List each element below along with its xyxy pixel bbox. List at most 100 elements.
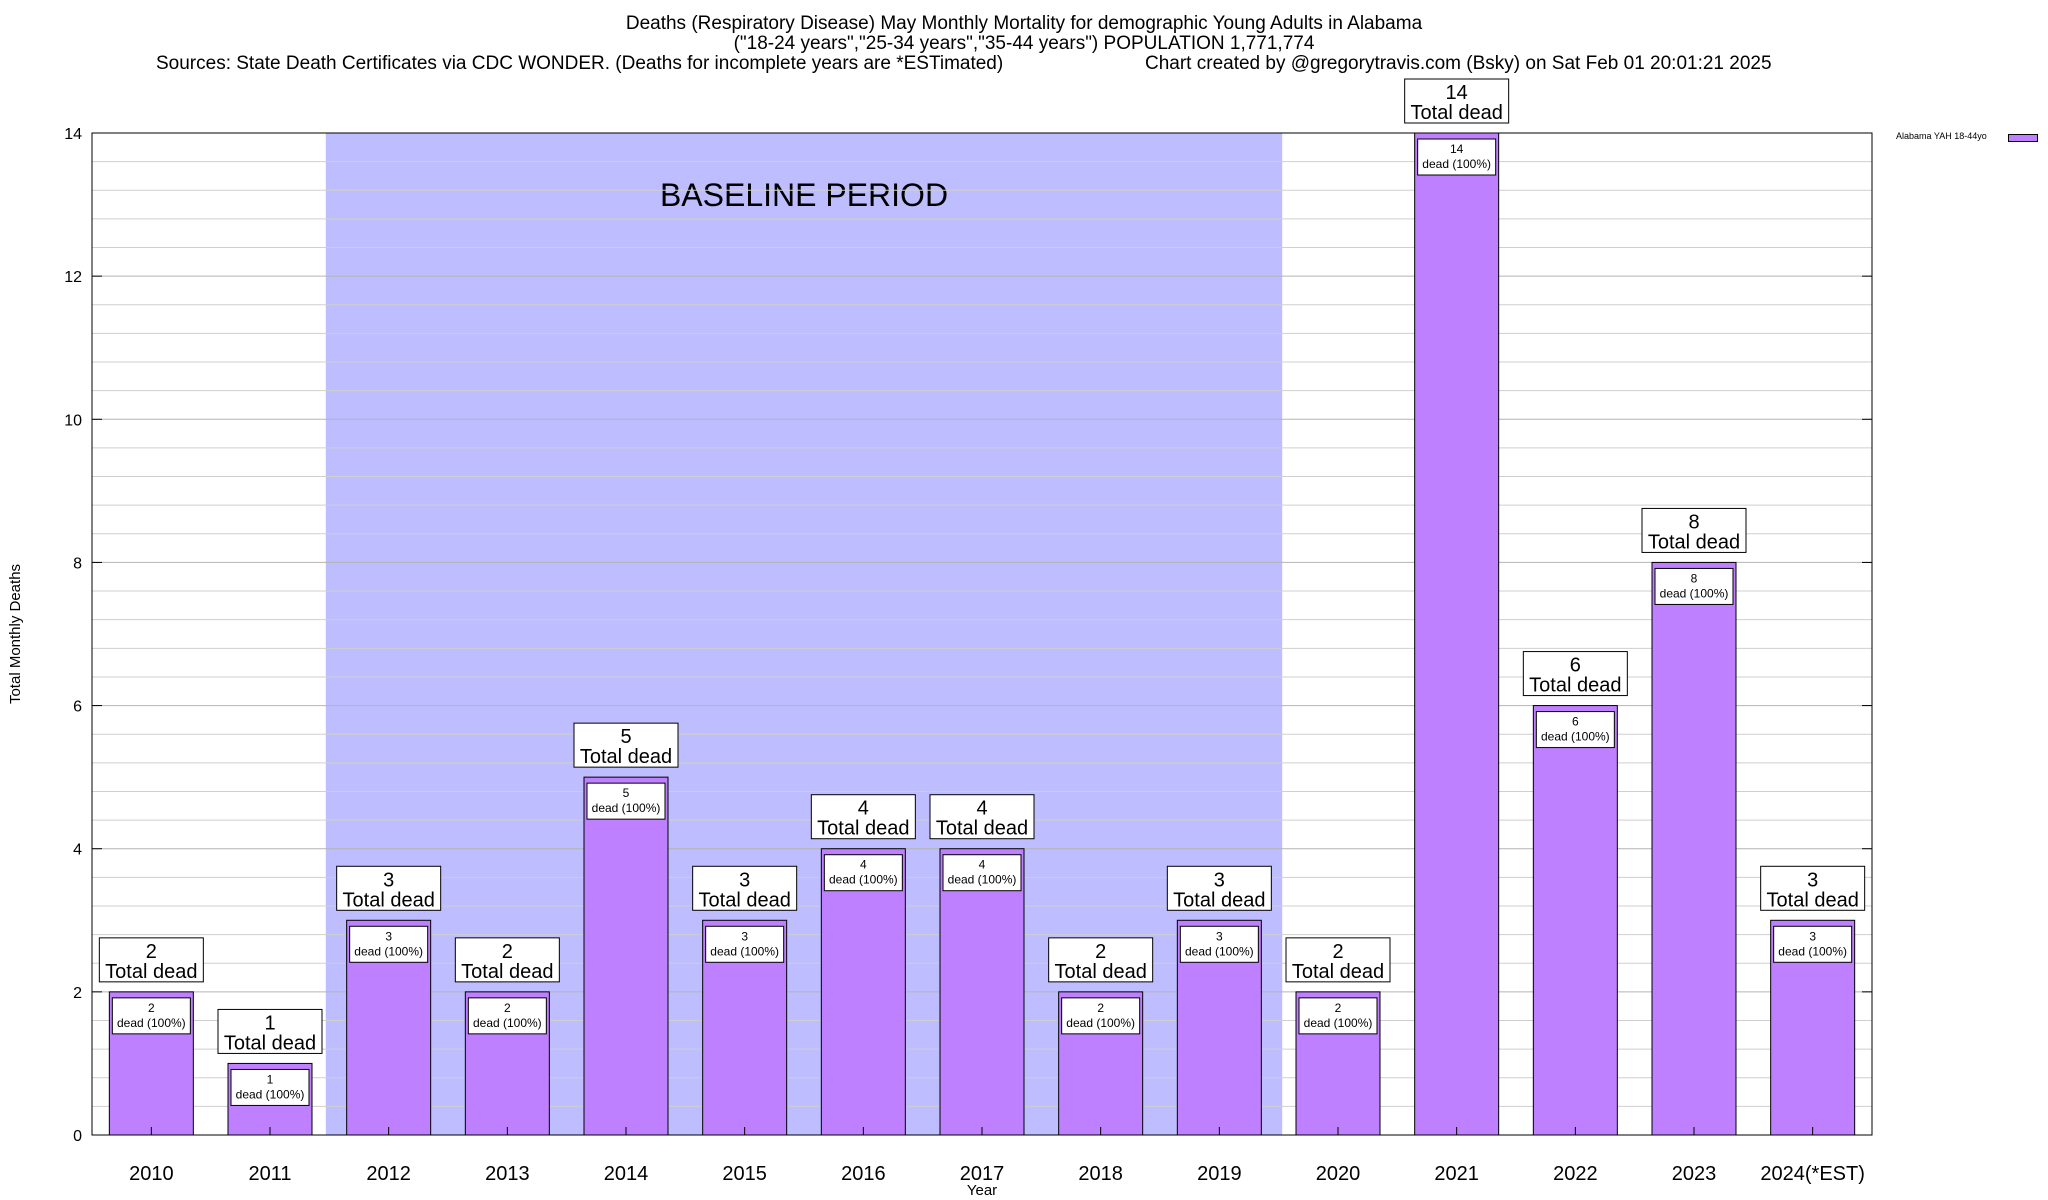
- bar-top-value-label: 4: [858, 798, 869, 820]
- baseline-period-band: [325, 133, 1283, 1135]
- bar-top-total-label: Total dead: [1173, 889, 1265, 911]
- bar-inner-pct-label: dead (100%): [354, 944, 423, 958]
- bar-top-label-box: [98, 937, 204, 983]
- bar-inner-label-box: [230, 1068, 310, 1106]
- chart-title-line-2: ("18-24 years","25-34 years","35-44 year…: [733, 33, 1315, 54]
- x-tick-label: 2011: [248, 1163, 291, 1185]
- bar-inner-pct-label: dead (100%): [473, 1016, 542, 1030]
- chart-title-line-1: Deaths (Respiratory Disease) May Monthly…: [625, 13, 1423, 34]
- bar-inner-label-box: [823, 854, 903, 892]
- bar-inner-value-label: 14: [1450, 142, 1464, 156]
- bar-inner-value-label: 3: [1216, 929, 1223, 943]
- bar-inner-label-box: [1535, 711, 1615, 749]
- credit-text: Chart created by @gregorytravis.com (Bsk…: [1145, 53, 1772, 74]
- bar-top-value-label: 2: [146, 941, 157, 963]
- x-tick-label: 2013: [485, 1163, 530, 1185]
- bar-inner-pct-label: dead (100%): [117, 1016, 186, 1030]
- x-tick-label: 2019: [1197, 1163, 1242, 1185]
- bar-inner-label-box: [942, 854, 1022, 892]
- bar: [1414, 132, 1500, 1136]
- bar-inner-label-box: [705, 925, 785, 963]
- bar-top-label-box: [1166, 865, 1272, 911]
- bar-inner-value-label: 2: [148, 1001, 155, 1015]
- bar-top-total-label: Total dead: [580, 746, 672, 768]
- bar-top-label-box: [573, 722, 679, 768]
- bar-inner-pct-label: dead (100%): [1541, 730, 1610, 744]
- x-tick-label: 2022: [1553, 1163, 1598, 1185]
- bar-top-total-label: Total dead: [1648, 531, 1740, 553]
- y-axis-label: Total Monthly Deaths: [7, 564, 24, 704]
- bar-top-value-label: 6: [1570, 655, 1581, 677]
- x-tick-label: 2020: [1316, 1163, 1361, 1185]
- bar-top-total-label: Total dead: [699, 889, 791, 911]
- x-tick-label: 2015: [722, 1163, 767, 1185]
- bar-inner-pct-label: dead (100%): [592, 801, 661, 815]
- y-tick-label: 10: [64, 412, 82, 429]
- bar-top-label-box: [217, 1008, 323, 1054]
- bar-top-label-box: [1048, 937, 1154, 983]
- bar: [939, 848, 1025, 1136]
- bar-top-total-label: Total dead: [1767, 889, 1859, 911]
- bar-inner-value-label: 2: [1335, 1001, 1342, 1015]
- bar: [583, 776, 669, 1136]
- bar-inner-pct-label: dead (100%): [829, 873, 898, 887]
- bar-top-total-label: Total dead: [343, 889, 435, 911]
- bar-inner-label-box: [349, 925, 429, 963]
- bar-inner-value-label: 3: [741, 929, 748, 943]
- bar-top-value-label: 3: [1807, 869, 1818, 891]
- bar-top-value-label: 14: [1446, 82, 1468, 104]
- bar-inner-label-box: [1417, 138, 1497, 176]
- x-tick-label: 2024(*EST): [1760, 1163, 1865, 1185]
- bar-inner-value-label: 3: [1809, 929, 1816, 943]
- bar-inner-pct-label: dead (100%): [1660, 586, 1729, 600]
- bar-inner-label-box: [1773, 925, 1853, 963]
- bar-top-label-box: [1285, 937, 1391, 983]
- bar-inner-value-label: 6: [1572, 715, 1579, 729]
- x-tick-label: 2017: [960, 1163, 1005, 1185]
- bar-top-value-label: 3: [1214, 869, 1225, 891]
- bar-top-label-box: [1522, 651, 1628, 697]
- bar-top-total-label: Total dead: [1055, 961, 1147, 983]
- bar-top-label-box: [1641, 507, 1747, 553]
- bar-inner-value-label: 2: [1097, 1001, 1104, 1015]
- bar-inner-label-box: [586, 782, 666, 820]
- y-tick-label: 12: [64, 269, 82, 286]
- bar-top-total-label: Total dead: [105, 961, 197, 983]
- bar-top-value-label: 5: [620, 726, 631, 748]
- sources-text: Sources: State Death Certificates via CD…: [156, 53, 1004, 74]
- bar-top-label-box: [336, 865, 442, 911]
- bar-inner-label-box: [1179, 925, 1259, 963]
- bar-top-total-label: Total dead: [936, 818, 1028, 840]
- bar-inner-pct-label: dead (100%): [1185, 944, 1254, 958]
- bar-inner-label-box: [467, 997, 547, 1035]
- bar-top-total-label: Total dead: [224, 1032, 316, 1054]
- bar-inner-pct-label: dead (100%): [710, 944, 779, 958]
- bar-inner-value-label: 1: [267, 1072, 274, 1086]
- y-tick-label: 8: [73, 555, 82, 572]
- bar-inner-pct-label: dead (100%): [1422, 157, 1491, 171]
- bar-inner-pct-label: dead (100%): [1778, 944, 1847, 958]
- bar-top-value-label: 3: [739, 869, 750, 891]
- y-tick-label: 14: [64, 126, 82, 143]
- bar-inner-label-box: [111, 997, 191, 1035]
- bar-inner-value-label: 3: [385, 929, 392, 943]
- bar-top-label-box: [929, 794, 1035, 840]
- bar-top-total-label: Total dead: [1529, 675, 1621, 697]
- bar-inner-value-label: 4: [979, 858, 986, 872]
- bar-top-value-label: 3: [383, 869, 394, 891]
- bar-top-label-box: [1760, 865, 1866, 911]
- bar-top-label-box: [810, 794, 916, 840]
- x-tick-label: 2023: [1672, 1163, 1717, 1185]
- bar-top-total-label: Total dead: [817, 818, 909, 840]
- x-axis-label: Year: [967, 1182, 997, 1199]
- x-tick-label: 2018: [1078, 1163, 1123, 1185]
- x-tick-label: 2014: [604, 1163, 649, 1185]
- bar-inner-pct-label: dead (100%): [948, 873, 1017, 887]
- bar-top-label-box: [454, 937, 560, 983]
- legend-label: Alabama YAH 18-44yo: [1896, 131, 1987, 141]
- bar-inner-pct-label: dead (100%): [236, 1087, 305, 1101]
- bar-top-value-label: 4: [976, 798, 987, 820]
- x-tick-label: 2010: [129, 1163, 174, 1185]
- bar-inner-value-label: 2: [504, 1001, 511, 1015]
